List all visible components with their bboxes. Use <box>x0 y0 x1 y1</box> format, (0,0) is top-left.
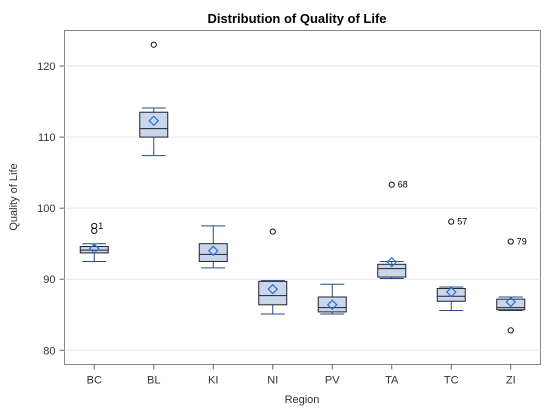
y-tick-label: 100 <box>37 203 55 215</box>
box-iqr <box>317 296 347 313</box>
box-iqr <box>496 298 526 311</box>
boxes: 1 68 57 79 <box>79 41 527 334</box>
outlier-point <box>91 222 98 230</box>
box-iqr <box>198 243 228 262</box>
outlier-point <box>150 41 157 48</box>
outlier-label: 57 <box>457 217 467 227</box>
x-tick-label: KI <box>208 375 218 387</box>
outlier-point <box>269 228 276 235</box>
x-tick-label: TA <box>385 375 399 387</box>
box-group-bl <box>139 41 169 157</box>
outlier-point <box>507 327 514 334</box>
mean-marker <box>326 299 338 311</box>
box-group-tc: 57 <box>436 217 467 311</box>
box-group-bc: 1 <box>79 221 109 262</box>
outlier-label: 68 <box>398 180 408 190</box>
outlier-point <box>448 218 455 225</box>
mean-marker <box>445 286 457 298</box>
x-tick-label: PV <box>325 375 340 387</box>
plot-frame <box>64 30 541 365</box>
mean-marker <box>148 115 160 127</box>
box-group-pv <box>317 283 347 315</box>
y-axis-label: Quality of Life <box>8 163 20 230</box>
mean-marker <box>267 283 279 295</box>
chart-title: Distribution of Quality of Life <box>207 11 386 26</box>
x-axis: BC BL KI NI PV TA TC ZI <box>87 364 516 387</box>
outlier-point <box>388 181 395 188</box>
outlier-label: 1 <box>98 221 103 231</box>
mean-marker <box>207 245 219 257</box>
x-tick-label: NI <box>267 375 278 387</box>
box-group-ta: 68 <box>377 180 408 280</box>
x-tick-label: TC <box>444 375 459 387</box>
y-tick-label: 90 <box>43 274 55 286</box>
mean-marker <box>88 243 100 255</box>
x-tick-label: ZI <box>506 375 516 387</box>
box-iqr <box>377 263 407 278</box>
outlier-point <box>507 238 514 245</box>
y-tick-label: 110 <box>38 132 56 144</box>
y-tick-label: 80 <box>43 345 55 357</box>
box-group-ni <box>258 228 288 315</box>
x-tick-label: BL <box>147 375 160 387</box>
box-iqr <box>436 287 466 302</box>
x-axis-label: Region <box>285 394 320 406</box>
plot-frame-group <box>64 30 541 365</box>
mean-marker <box>386 256 398 268</box>
y-axis: 80 90 100 110 120 <box>37 61 65 357</box>
outlier-label: 79 <box>517 237 527 247</box>
box-group-ki <box>198 225 228 269</box>
x-tick-label: BC <box>87 375 102 387</box>
box-group-zi: 79 <box>496 237 527 334</box>
y-tick-label: 120 <box>37 61 55 73</box>
mean-marker <box>505 296 517 308</box>
